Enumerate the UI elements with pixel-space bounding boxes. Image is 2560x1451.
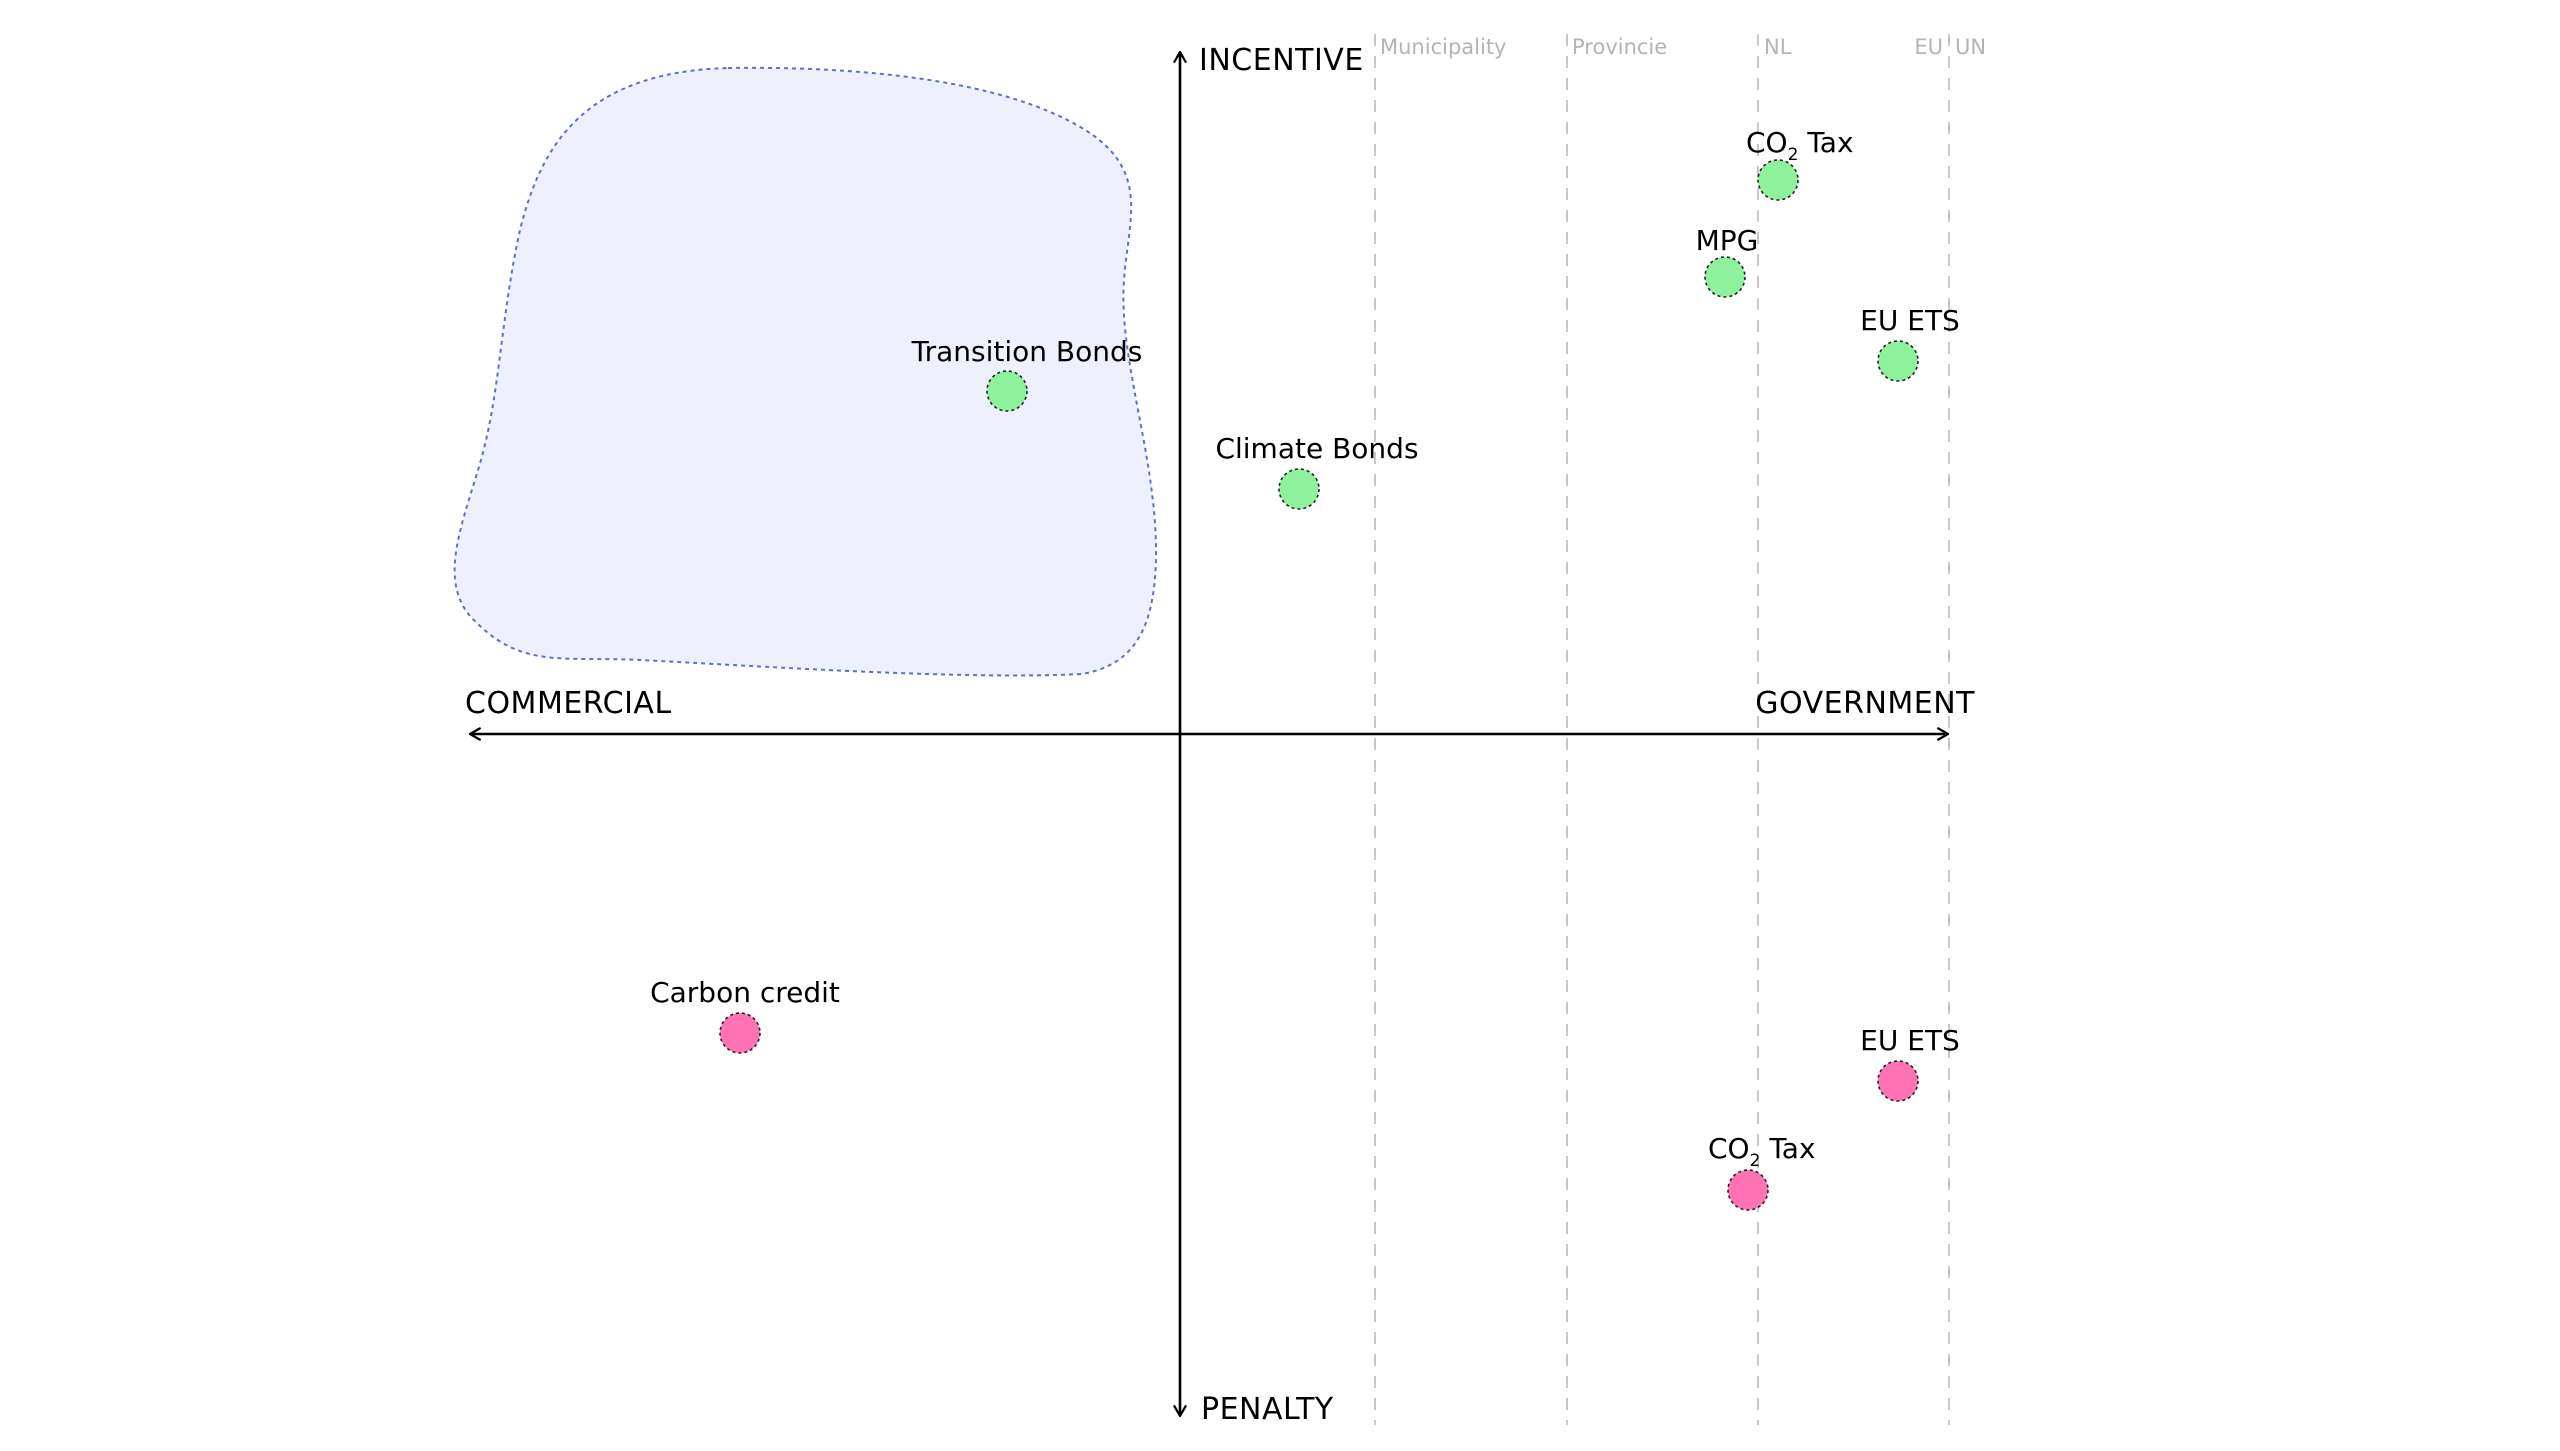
axis-label-commercial: COMMERCIAL: [465, 686, 672, 721]
axis-label-penalty: PENALTY: [1201, 1392, 1334, 1427]
point-label: EU ETS: [1860, 304, 1960, 337]
point-marker: [1727, 1169, 1769, 1211]
point-carbon-credit: Carbon credit: [650, 976, 840, 1054]
point-marker: [1278, 468, 1320, 510]
point-mpg: MPG: [1696, 224, 1759, 298]
point-co2-tax-incentive: CO2 Tax: [1746, 126, 1854, 201]
tier-label-nl: NL: [1764, 35, 1792, 59]
point-label: Transition Bonds: [911, 335, 1143, 368]
jurisdiction-tier-lines: [1374, 34, 1950, 1425]
point-marker: [1704, 256, 1746, 298]
point-marker: [1757, 159, 1799, 201]
tier-label-provincie: Provincie: [1572, 35, 1667, 59]
axes: [468, 50, 1950, 1418]
point-label: Climate Bonds: [1215, 432, 1418, 465]
point-marker: [719, 1012, 761, 1054]
point-eu-ets-incentive: EU ETS: [1860, 304, 1960, 382]
point-marker: [986, 370, 1028, 412]
tier-label-municipality: Municipality: [1380, 35, 1506, 59]
point-climate-bonds: Climate Bonds: [1215, 432, 1419, 510]
point-label: MPG: [1696, 224, 1759, 257]
axis-label-government: GOVERNMENT: [1755, 686, 1975, 721]
point-eu-ets-penalty: EU ETS: [1860, 1024, 1960, 1102]
axis-label-incentive: INCENTIVE: [1199, 43, 1364, 78]
jurisdiction-tier-labels: Municipality Provincie NL EU UN: [1380, 35, 1986, 59]
point-label: CO2 Tax: [1708, 1132, 1816, 1171]
point-label: CO2 Tax: [1746, 126, 1854, 165]
tier-label-un: UN: [1955, 35, 1986, 59]
point-label: Carbon credit: [650, 976, 840, 1009]
point-marker: [1877, 1060, 1919, 1102]
point-marker: [1877, 340, 1919, 382]
point-transition-bonds: Transition Bonds: [911, 335, 1143, 412]
tier-label-eu: EU: [1914, 35, 1943, 59]
point-co2-tax-penalty: CO2 Tax: [1708, 1132, 1816, 1211]
point-label: EU ETS: [1860, 1024, 1960, 1057]
policy-points: CO2 Tax MPG EU ETS Transition Bonds Clim…: [650, 126, 1960, 1211]
commercial-incentive-region: [453, 66, 1158, 677]
